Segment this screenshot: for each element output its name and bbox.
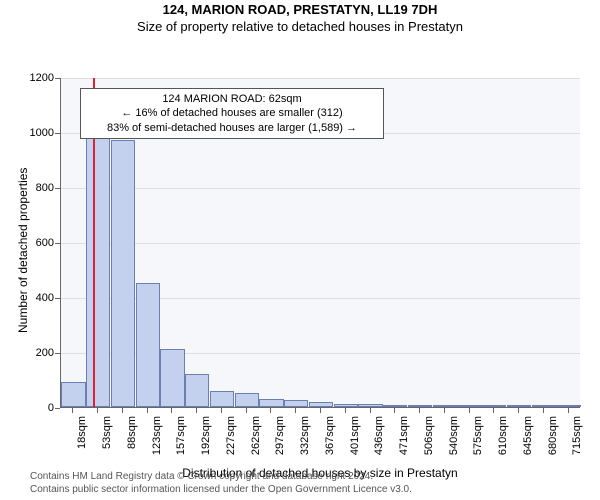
annotation-line: 124 MARION ROAD: 62sqm (87, 92, 377, 106)
xtick-label: 401sqm (349, 416, 361, 455)
histogram-bar (185, 374, 209, 407)
xtick-label: 123sqm (151, 416, 163, 455)
gridline (61, 188, 580, 189)
annotation-line: ← 16% of detached houses are smaller (31… (87, 106, 377, 120)
xtick-mark (295, 408, 296, 413)
xtick-label: 53sqm (101, 416, 113, 449)
xtick-mark (246, 408, 247, 413)
xtick-mark (444, 408, 445, 413)
xtick-label: 645sqm (522, 416, 534, 455)
histogram-bar (235, 393, 259, 407)
annotation-line: 83% of semi-detached houses are larger (… (87, 121, 377, 135)
xtick-label: 506sqm (423, 416, 435, 455)
xtick-label: 540sqm (448, 416, 460, 455)
ytick-label: 200 (18, 347, 54, 359)
xtick-mark (394, 408, 395, 413)
histogram-bar (160, 349, 184, 407)
ytick-mark (55, 78, 60, 79)
annotation-box: 124 MARION ROAD: 62sqm← 16% of detached … (80, 88, 384, 139)
histogram-bar (532, 405, 556, 407)
ytick-mark (55, 133, 60, 134)
histogram-bar (482, 405, 506, 407)
gridline (61, 243, 580, 244)
histogram-bar (284, 400, 308, 407)
xtick-mark (469, 408, 470, 413)
histogram-bar (457, 405, 481, 407)
xtick-mark (518, 408, 519, 413)
gridline (61, 78, 580, 79)
ytick-label: 1200 (18, 72, 54, 84)
footer-line1: Contains HM Land Registry data © Crown c… (30, 470, 412, 483)
histogram-bar (383, 405, 407, 407)
ytick-label: 1000 (18, 127, 54, 139)
xtick-label: 715sqm (572, 416, 584, 455)
xtick-mark (419, 408, 420, 413)
histogram-bar (136, 283, 160, 407)
ytick-mark (55, 408, 60, 409)
histogram-bar (433, 405, 457, 407)
xtick-label: 192sqm (200, 416, 212, 455)
footer-attribution: Contains HM Land Registry data © Crown c… (0, 470, 412, 496)
xtick-mark (72, 408, 73, 413)
histogram-bar (111, 140, 135, 407)
xtick-label: 332sqm (299, 416, 311, 455)
ytick-label: 0 (18, 402, 54, 414)
histogram-bar (61, 382, 85, 407)
xtick-label: 575sqm (473, 416, 485, 455)
xtick-mark (345, 408, 346, 413)
xtick-mark (171, 408, 172, 413)
page-subtitle: Size of property relative to detached ho… (0, 17, 600, 38)
xtick-mark (122, 408, 123, 413)
ytick-mark (55, 298, 60, 299)
xtick-label: 262sqm (250, 416, 262, 455)
xtick-mark (493, 408, 494, 413)
xtick-mark (147, 408, 148, 413)
histogram-bar (309, 402, 333, 407)
ytick-mark (55, 188, 60, 189)
xtick-label: 471sqm (398, 416, 410, 455)
xtick-mark (568, 408, 569, 413)
histogram-bar (556, 405, 580, 407)
xtick-label: 367sqm (324, 416, 336, 455)
xtick-label: 157sqm (175, 416, 187, 455)
page-title: 124, MARION ROAD, PRESTATYN, LL19 7DH (0, 0, 600, 17)
xtick-label: 297sqm (274, 416, 286, 455)
y-axis-label: Number of detached properties (16, 168, 30, 333)
xtick-label: 227sqm (225, 416, 237, 455)
histogram-bar (210, 391, 234, 408)
histogram-bar (86, 138, 110, 408)
xtick-label: 436sqm (374, 416, 386, 455)
histogram-bar (334, 404, 358, 407)
histogram-bar (507, 405, 531, 407)
ytick-mark (55, 243, 60, 244)
ytick-mark (55, 353, 60, 354)
histogram-bar (358, 404, 382, 407)
xtick-label: 610sqm (497, 416, 509, 455)
xtick-mark (370, 408, 371, 413)
xtick-mark (221, 408, 222, 413)
histogram-bar (408, 405, 432, 407)
histogram-chart: 02004006008001000120018sqm53sqm88sqm123s… (0, 38, 600, 498)
footer-line2: Contains public sector information licen… (30, 483, 412, 496)
xtick-mark (196, 408, 197, 413)
xtick-mark (270, 408, 271, 413)
xtick-label: 18sqm (76, 416, 88, 449)
xtick-mark (543, 408, 544, 413)
xtick-mark (320, 408, 321, 413)
xtick-label: 680sqm (547, 416, 559, 455)
xtick-mark (97, 408, 98, 413)
xtick-label: 88sqm (126, 416, 138, 449)
histogram-bar (259, 399, 283, 407)
